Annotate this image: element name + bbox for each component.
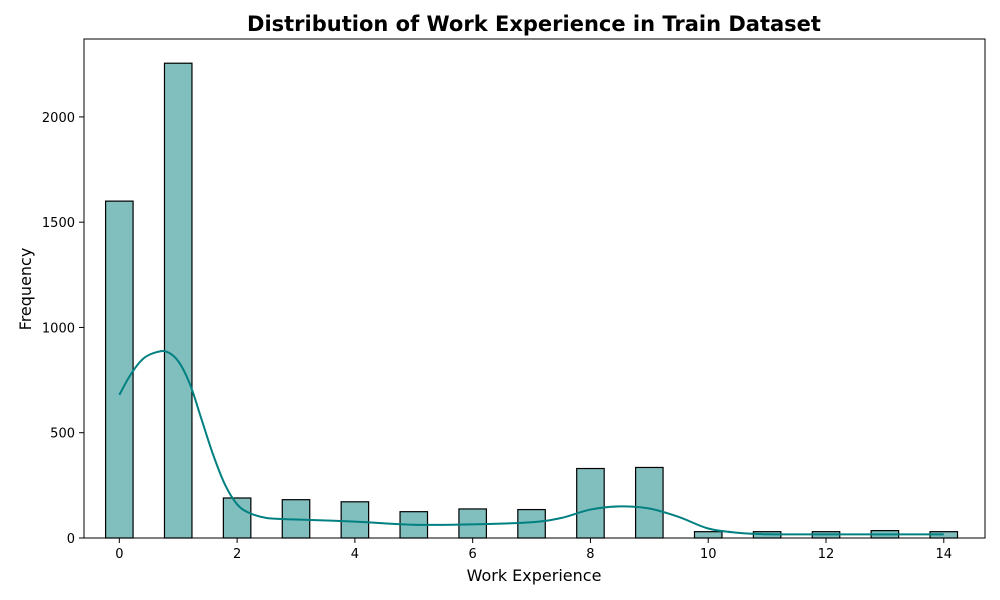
bar-4 <box>340 501 370 539</box>
y-tick-label: 2000 <box>42 111 75 126</box>
y-axis: 0 500 1000 1500 2000 <box>42 111 84 547</box>
x-tick-label: 8 <box>586 547 594 562</box>
x-tick-label: 14 <box>936 547 953 562</box>
y-tick-label: 0 <box>67 532 75 547</box>
x-tick-label: 4 <box>351 547 359 562</box>
chart-title: Distribution of Work Experience in Train… <box>247 12 821 36</box>
bar-8 <box>576 467 605 539</box>
x-tick-label: 6 <box>469 547 477 562</box>
bar-1 <box>163 62 193 539</box>
x-tick-label: 2 <box>233 547 241 562</box>
x-axis: 0 2 4 6 8 10 12 14 <box>115 538 952 562</box>
plot-frame <box>83 38 986 539</box>
bar-10 <box>693 531 723 539</box>
bar-0 <box>104 200 134 539</box>
y-tick-label: 1000 <box>42 321 75 336</box>
y-tick-label: 500 <box>50 427 75 442</box>
x-tick-label: 12 <box>818 547 835 562</box>
y-tick-label: 1500 <box>42 216 75 231</box>
bar-7 <box>517 508 546 539</box>
bars-group <box>104 62 959 539</box>
x-tick-label: 10 <box>700 547 717 562</box>
x-axis-label: Work Experience <box>467 566 602 585</box>
kde-curve <box>118 350 944 536</box>
y-axis-label: Frequency <box>16 248 35 331</box>
bar-9 <box>634 466 664 539</box>
x-tick-label: 0 <box>115 547 123 562</box>
